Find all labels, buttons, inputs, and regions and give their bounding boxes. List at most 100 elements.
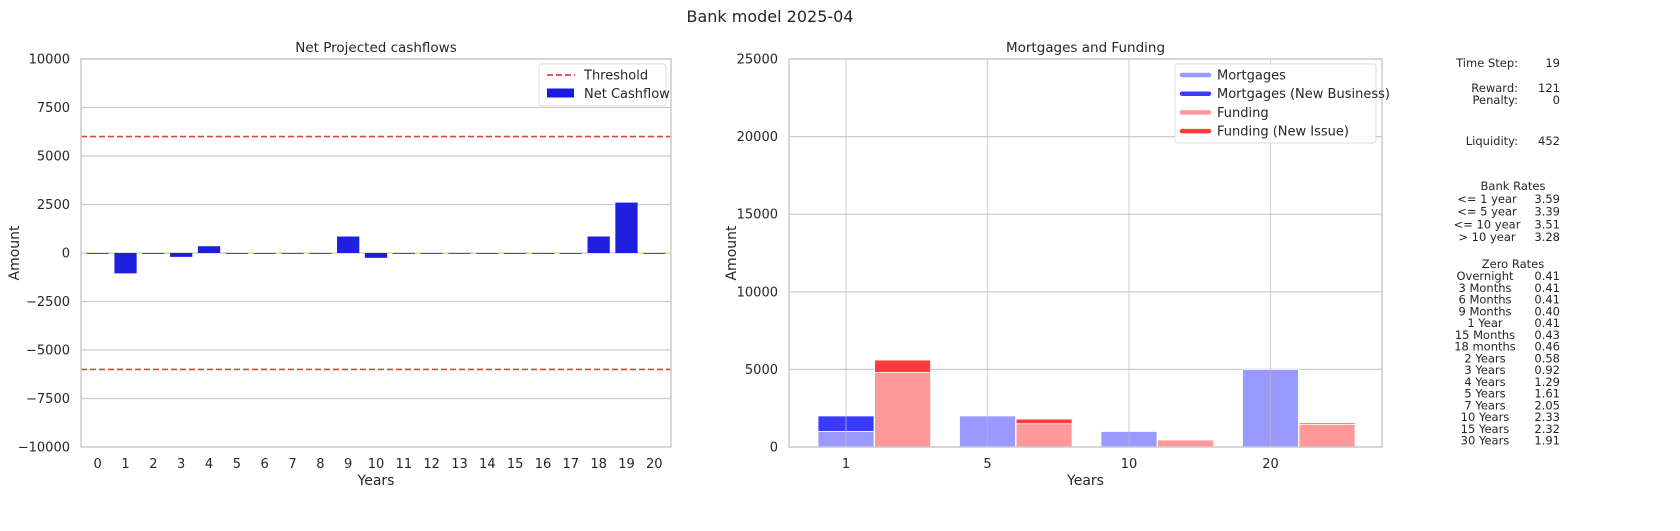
bar-funding-new-issue <box>874 359 931 373</box>
legend-frame <box>1174 63 1377 144</box>
net-cashflow-bar <box>559 253 582 254</box>
zero-rate-value: 0.43 <box>1534 328 1560 342</box>
info-stat-value: 452 <box>1538 134 1560 148</box>
x-tick-label: 16 <box>535 457 552 472</box>
mortgages-funding-chart: 0 5000 10000 15000 20000 25000 1 5 10 20 Mortgages… <box>724 40 1390 489</box>
y-tick-label: 2500 <box>37 198 70 213</box>
y-tick-label: 15000 <box>737 208 778 223</box>
net-cashflow-bar <box>86 253 109 254</box>
x-tick-label: 8 <box>316 457 324 472</box>
legend: Threshold Net Cashflow <box>538 63 670 107</box>
bank-rates-title: Bank Rates <box>1481 179 1546 193</box>
y-axis-label: Amount <box>7 225 23 281</box>
figure-title: Bank model 2025-04 <box>686 7 853 26</box>
net-cashflow-bar <box>643 253 666 254</box>
x-tick-label: 14 <box>479 457 496 472</box>
net-cashflow-bar <box>197 246 221 253</box>
info-panel: Time Step: 19 Reward: 121 Penalty: 0 Liquidity… <box>1454 56 1560 448</box>
info-label: 15 Months <box>1455 328 1515 342</box>
legend: Mortgages Mortgages (New Business) Funding… <box>1174 63 1390 144</box>
net-cashflow-bar <box>531 253 555 254</box>
x-tick-label: 10 <box>1121 457 1138 472</box>
plot-frame <box>80 58 672 448</box>
zero-rate-value: 1.29 <box>1534 375 1560 389</box>
zero-rate-value: 2.32 <box>1534 422 1560 436</box>
zero-rate-value: 0.40 <box>1534 304 1560 318</box>
x-axis-label: Years <box>357 473 395 489</box>
info-label: <= 10 year <box>1454 217 1521 231</box>
net-cashflow-bar <box>448 253 471 254</box>
net-cashflow-bar <box>420 253 443 254</box>
info-label: 9 Months <box>1458 304 1511 318</box>
net-cashflow-bar <box>114 253 137 274</box>
net-cashflow-bar <box>392 253 415 254</box>
info-stat-value: 0 <box>1553 93 1560 107</box>
info-label: 4 Years <box>1464 375 1505 389</box>
info-label: Liquidity: <box>1466 134 1518 148</box>
zero-rate-value: 1.61 <box>1534 387 1560 401</box>
bank-rate-value: 3.39 <box>1534 205 1560 219</box>
y-tick-label: 0 <box>770 441 778 456</box>
x-tick-label: 13 <box>451 457 468 472</box>
zero-rate-value: 2.05 <box>1534 398 1560 412</box>
chart-title: Net Projected cashflows <box>295 40 456 56</box>
y-tick-label: −5000 <box>26 344 70 359</box>
legend-label: Mortgages (New Business) <box>1217 87 1390 102</box>
info-label: Reward: <box>1471 81 1518 95</box>
x-axis-label: Years <box>1066 473 1104 489</box>
bank-rate-value: 3.28 <box>1534 230 1560 244</box>
zero-rate-value: 1.91 <box>1534 434 1560 448</box>
info-stat-value: 19 <box>1545 56 1560 70</box>
y-tick-label: 5000 <box>745 363 778 378</box>
y-tick-label: 10000 <box>737 285 778 300</box>
net-cashflow-bar <box>281 253 304 254</box>
net-cashflow-bar <box>476 253 499 254</box>
info-label: 5 Years <box>1464 387 1505 401</box>
y-tick-label: 7500 <box>37 101 70 116</box>
chart-title: Mortgages and Funding <box>1006 40 1165 56</box>
zero-rate-value: 2.33 <box>1534 410 1560 424</box>
info-label: 3 Months <box>1458 281 1511 295</box>
x-tick-label: 2 <box>149 457 157 472</box>
y-tick-label: 10000 <box>29 53 70 68</box>
net-cashflow-bar <box>587 236 610 253</box>
x-tick-label: 20 <box>1262 457 1279 472</box>
x-tick-label: 18 <box>590 457 607 472</box>
zero-rate-value: 0.92 <box>1534 363 1560 377</box>
x-tick-label: 3 <box>177 457 185 472</box>
info-label: 15 Years <box>1461 422 1510 436</box>
legend-label: Mortgages <box>1217 69 1286 84</box>
legend-label: Funding <box>1217 106 1269 121</box>
net-cashflow-bar <box>253 253 276 254</box>
info-label: 1 Year <box>1467 316 1503 330</box>
x-tick-label: 4 <box>205 457 213 472</box>
zero-rate-value: 0.58 <box>1534 351 1560 365</box>
net-cashflow-bar <box>615 202 638 253</box>
y-tick-label: −2500 <box>26 295 70 310</box>
info-label: 18 months <box>1454 340 1516 354</box>
info-label: 7 Years <box>1464 398 1505 412</box>
net-cashflow-chart: 10000 7500 5000 2500 0 −2500 −5000 −7500 −10000 0… <box>7 40 672 489</box>
bar-funding-new-issue <box>1015 418 1073 425</box>
bar-funding <box>1298 424 1356 448</box>
y-tick-label: 25000 <box>737 53 778 68</box>
legend-net-cashflow-label: Net Cashflow <box>584 87 670 102</box>
net-cashflow-bar <box>142 253 165 254</box>
x-tick-label: 19 <box>618 457 635 472</box>
net-cashflow-bar <box>364 253 388 258</box>
legend-label: Funding (New Issue) <box>1217 125 1349 140</box>
info-label: Penalty: <box>1473 93 1518 107</box>
y-axis-label: Amount <box>724 225 740 281</box>
x-tick-label: 0 <box>94 457 102 472</box>
info-label: Overnight <box>1456 269 1514 283</box>
info-label: 6 Months <box>1458 293 1511 307</box>
bar-funding <box>1015 423 1073 448</box>
legend-threshold-label: Threshold <box>583 69 648 84</box>
net-cashflow-bar <box>170 253 193 257</box>
info-label: <= 1 year <box>1457 192 1517 206</box>
net-cashflow-bar <box>309 253 332 254</box>
info-label: > 10 year <box>1458 230 1516 244</box>
y-tick-label: −10000 <box>18 441 70 456</box>
y-tick-label: 20000 <box>737 130 778 145</box>
